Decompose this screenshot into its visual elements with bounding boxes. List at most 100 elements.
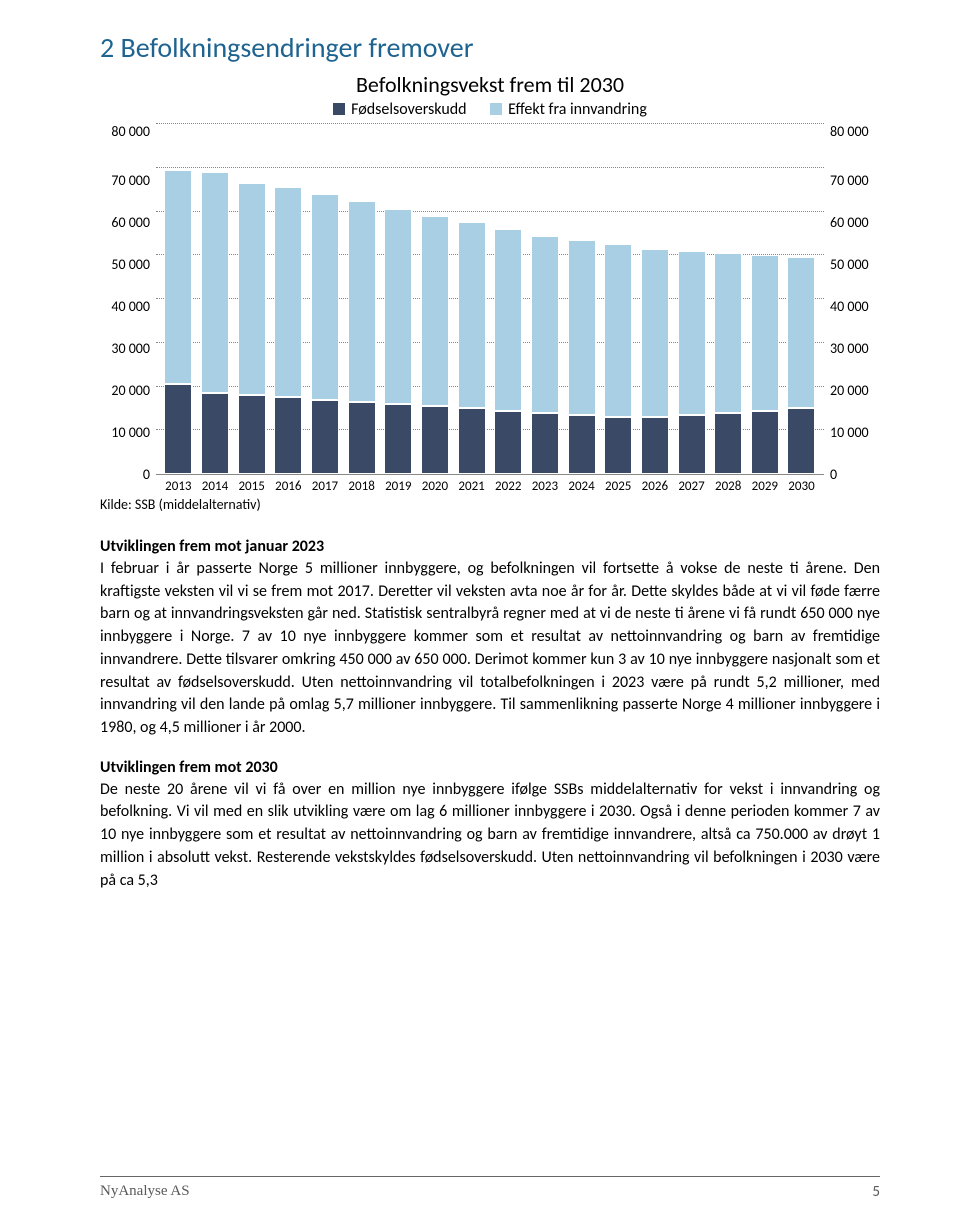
bar-2029 — [751, 255, 779, 474]
bar-2024 — [568, 240, 596, 474]
x-tick-label: 2021 — [458, 479, 484, 494]
bar-seg-fodsel — [421, 406, 449, 474]
y-tick-label: 10 000 — [830, 426, 880, 440]
bar-seg-innvandring — [164, 170, 192, 384]
bar-seg-innvandring — [311, 194, 339, 400]
bar-seg-innvandring — [787, 257, 815, 408]
x-tick-label: 2025 — [605, 479, 631, 494]
bar-seg-innvandring — [384, 209, 412, 404]
bar-seg-innvandring — [641, 249, 669, 417]
bar-2022 — [494, 229, 522, 474]
bar-2021 — [458, 222, 486, 474]
bar-seg-innvandring — [274, 187, 302, 397]
gridline — [156, 123, 824, 124]
bar-seg-fodsel — [531, 413, 559, 474]
bar-seg-innvandring — [604, 244, 632, 417]
bar-2025 — [604, 244, 632, 474]
x-tick-label: 2017 — [312, 479, 338, 494]
y-tick-label: 30 000 — [830, 342, 880, 356]
bar-2026 — [641, 249, 669, 474]
x-tick-label: 2022 — [495, 479, 521, 494]
bar-2016 — [274, 187, 302, 474]
y-tick-label: 40 000 — [100, 300, 150, 314]
bar-seg-innvandring — [494, 229, 522, 411]
bar-seg-innvandring — [531, 236, 559, 413]
legend-label-innv: Effekt fra innvandring — [508, 100, 647, 119]
legend-swatch-fodsel — [333, 103, 345, 115]
bar-2014 — [201, 172, 229, 474]
bar-seg-fodsel — [274, 397, 302, 474]
section2-title: Utviklingen frem mot 2030 — [100, 758, 880, 777]
section1-title: Utviklingen frem mot januar 2023 — [100, 537, 880, 556]
page-heading: 2 Befolkningsendringer fremover — [100, 30, 880, 65]
bar-2015 — [238, 183, 266, 474]
x-tick-label: 2030 — [788, 479, 814, 494]
footer-page-number: 5 — [872, 1183, 880, 1201]
bar-seg-innvandring — [421, 216, 449, 406]
x-tick-label: 2024 — [568, 479, 594, 494]
footer-brand: NyAnalyse AS — [100, 1183, 190, 1201]
x-tick-label: 2014 — [202, 479, 228, 494]
chart-legend: Fødselsoverskudd Effekt fra innvandring — [100, 100, 880, 119]
x-tick-label: 2013 — [165, 479, 191, 494]
legend-item-fodsel: Fødselsoverskudd — [333, 100, 466, 119]
bar-2013 — [164, 170, 192, 474]
bar-2018 — [348, 201, 376, 474]
bar-seg-fodsel — [238, 395, 266, 474]
bar-seg-innvandring — [568, 240, 596, 415]
bar-2027 — [678, 251, 706, 474]
bar-seg-fodsel — [751, 411, 779, 474]
y-tick-label: 50 000 — [100, 258, 150, 272]
bar-seg-innvandring — [751, 255, 779, 410]
y-tick-label: 70 000 — [830, 174, 880, 188]
bar-2028 — [714, 253, 742, 474]
y-tick-label: 50 000 — [830, 258, 880, 272]
y-tick-label: 20 000 — [830, 384, 880, 398]
x-tick-label: 2028 — [715, 479, 741, 494]
legend-swatch-innv — [490, 103, 502, 115]
x-tick-label: 2016 — [275, 479, 301, 494]
x-tick-label: 2027 — [678, 479, 704, 494]
bar-seg-innvandring — [238, 183, 266, 395]
bar-seg-fodsel — [568, 415, 596, 474]
y-tick-label: 80 000 — [830, 125, 880, 139]
y-axis-left: 010 00020 00030 00040 00050 00060 00070 … — [100, 125, 156, 475]
bar-2023 — [531, 236, 559, 474]
bar-seg-fodsel — [311, 400, 339, 474]
page-footer: NyAnalyse AS 5 — [100, 1176, 880, 1201]
bar-seg-fodsel — [604, 417, 632, 474]
bar-2019 — [384, 209, 412, 474]
x-tick-label: 2019 — [385, 479, 411, 494]
bar-seg-fodsel — [384, 404, 412, 474]
bar-seg-fodsel — [494, 411, 522, 474]
bar-2020 — [421, 216, 449, 474]
x-axis: 2013 2014 2015 2016 2017 2018 2019 2020 2021 2022… — [156, 475, 824, 494]
bar-seg-innvandring — [678, 251, 706, 415]
y-axis-right: 010 00020 00030 00040 00050 00060 00070 … — [824, 125, 880, 475]
bar-seg-fodsel — [714, 413, 742, 474]
x-tick-label: 2029 — [752, 479, 778, 494]
y-tick-label: 40 000 — [830, 300, 880, 314]
x-tick-label: 2020 — [422, 479, 448, 494]
chart-bars — [156, 125, 824, 474]
bar-seg-fodsel — [458, 408, 486, 474]
y-tick-label: 0 — [830, 468, 880, 482]
x-tick-label: 2018 — [348, 479, 374, 494]
y-tick-label: 70 000 — [100, 174, 150, 188]
bar-seg-innvandring — [201, 172, 229, 393]
y-tick-label: 20 000 — [100, 384, 150, 398]
bar-seg-fodsel — [641, 417, 669, 474]
bar-seg-innvandring — [458, 222, 486, 408]
x-tick-label: 2015 — [238, 479, 264, 494]
bar-seg-fodsel — [348, 402, 376, 474]
chart-title: Befolkningsvekst frem til 2030 — [100, 71, 880, 98]
bar-seg-innvandring — [714, 253, 742, 413]
y-tick-label: 10 000 — [100, 426, 150, 440]
chart-plot-area — [156, 125, 824, 475]
bar-2017 — [311, 194, 339, 474]
chart-source: Kilde: SSB (middelalternativ) — [100, 496, 880, 513]
bar-seg-fodsel — [787, 408, 815, 474]
y-tick-label: 60 000 — [100, 216, 150, 230]
y-tick-label: 30 000 — [100, 342, 150, 356]
bar-seg-innvandring — [348, 201, 376, 402]
